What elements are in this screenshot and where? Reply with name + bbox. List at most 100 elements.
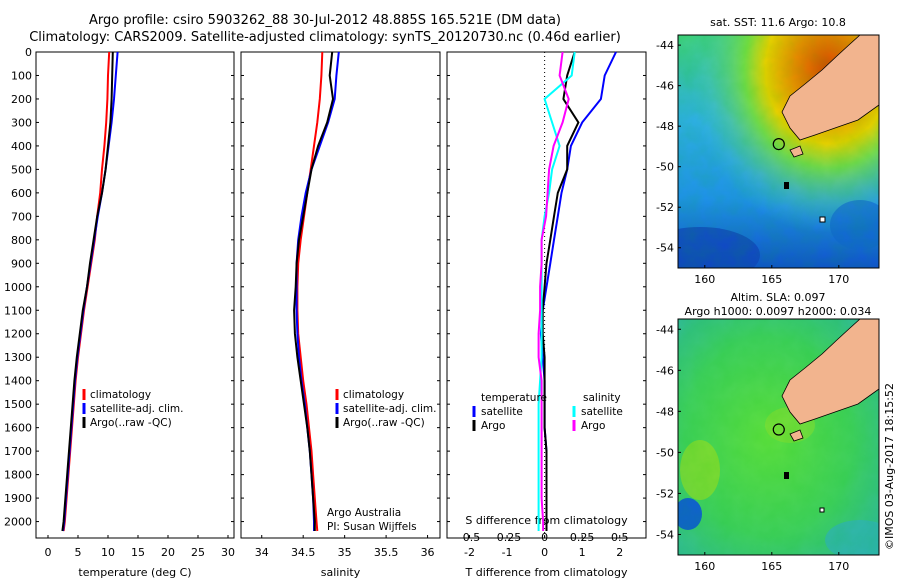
depth-tick-label: 1600	[4, 422, 32, 435]
sla-map-title: Altim. SLA: 0.097	[730, 291, 825, 304]
sla-land-south-island	[781, 319, 879, 425]
x-tick-label: 10	[101, 546, 115, 559]
sst-island-campbell	[819, 216, 826, 223]
map-y-tick-label: -48	[656, 405, 674, 418]
x-tick-label: 35	[338, 546, 352, 559]
map-axes-ticks: 160 165 170 -44 -46 -48 -50 -52 -54 160 165 170 -44 -…	[656, 39, 849, 573]
legend-label: Argo	[581, 420, 605, 432]
sla-map-subtitle: Argo h1000: 0.0097 h2000: 0.034	[685, 305, 872, 318]
sst-island-auckland	[784, 182, 789, 189]
depth-tick-label: 1800	[4, 469, 32, 482]
x-tick-label: 0	[541, 546, 548, 559]
x-tick-label: 5	[75, 546, 82, 559]
depth-tick-label: 900	[11, 257, 32, 270]
map-x-tick-label: 165	[761, 273, 782, 286]
top-x-tick-label: 0.5	[611, 531, 629, 544]
map-y-tick-label: -44	[656, 39, 674, 52]
sst-map-frame	[677, 34, 880, 269]
sla-map	[678, 319, 879, 555]
legend-title-temperature: temperature	[481, 392, 547, 404]
sst-map	[678, 35, 879, 268]
series-line-satellite	[537, 51, 576, 531]
depth-tick-label: 700	[11, 210, 32, 223]
map-y-tick-label: -50	[656, 446, 674, 459]
sla-island-auckland	[784, 472, 789, 479]
series-line-argo---raw--qc-	[293, 51, 335, 531]
profile-panel-3: -2 -1 0 1 2 T difference from climatology -0.5…	[446, 51, 647, 579]
x-tick-label: 34	[255, 546, 269, 559]
depth-tick-label: 1200	[4, 328, 32, 341]
legend-label: Argo(..raw -QC)	[343, 417, 425, 429]
x-tick-label: 35.5	[374, 546, 399, 559]
annotation-text: PI: Susan Wijffels	[327, 521, 417, 533]
legend-label: satellite	[581, 406, 623, 418]
x-tick-label: -2	[464, 546, 475, 559]
top-x-tick-label: -0.5	[459, 531, 480, 544]
map-x-tick-label: 165	[761, 560, 782, 573]
profile-panels: 0100200300400500600700800900100011001200…	[4, 46, 647, 579]
x-tick-label: -1	[502, 546, 513, 559]
imos-stamp: ©IMOS 03-Aug-2017 18:15:52	[883, 383, 896, 550]
map-x-tick-label: 170	[828, 560, 849, 573]
map-y-tick-label: -46	[656, 80, 674, 93]
depth-tick-label: 1100	[4, 304, 32, 317]
x-tick-label: 1	[579, 546, 586, 559]
map-y-tick-label: -54	[656, 242, 674, 255]
map-y-tick-label: -52	[656, 487, 674, 500]
top-x-tick-label: -0.25	[493, 531, 521, 544]
x-tick-label: 2	[616, 546, 623, 559]
depth-tick-label: 2000	[4, 516, 32, 529]
x-tick-label: 20	[161, 546, 175, 559]
depth-tick-label: 1900	[4, 492, 32, 505]
sst-map-title: sat. SST: 11.6 Argo: 10.8	[710, 16, 846, 29]
depth-tick-label: 500	[11, 163, 32, 176]
sla-island-campbell	[819, 507, 825, 513]
legend-label: climatology	[343, 389, 404, 401]
legend-label: satellite	[481, 406, 523, 418]
depth-tick-label: 800	[11, 234, 32, 247]
depth-tick-label: 1700	[4, 445, 32, 458]
depth-tick-label: 200	[11, 93, 32, 106]
legend-label: satellite-adj. clim.	[343, 403, 436, 415]
map-y-tick-label: -48	[656, 120, 674, 133]
legend-label: satellite-adj. clim.	[90, 403, 183, 415]
map-x-tick-label: 160	[694, 273, 715, 286]
legend-label: Argo	[481, 420, 505, 432]
top-x-tick-label: 0.25	[570, 531, 595, 544]
depth-tick-label: 1300	[4, 351, 32, 364]
depth-tick-label: 300	[11, 116, 32, 129]
profile-panel-2: 34 34.5 35 35.5 36 salinity climatology satelli…	[240, 51, 441, 579]
series-line-argo---raw--qc-	[61, 51, 114, 532]
map-y-tick-label: -54	[656, 528, 674, 541]
map-y-tick-label: -52	[656, 201, 674, 214]
depth-tick-label: 1400	[4, 375, 32, 388]
series-line-argo	[541, 51, 580, 531]
x-tick-label: 34.5	[291, 546, 316, 559]
x-axis-label: temperature (deg C)	[78, 566, 191, 579]
map-y-tick-label: -46	[656, 364, 674, 377]
sst-land-stewart-island	[789, 145, 804, 158]
x-tick-label: 0	[45, 546, 52, 559]
depth-tick-label: 400	[11, 140, 32, 153]
map-x-tick-label: 170	[828, 273, 849, 286]
depth-tick-label: 1000	[4, 281, 32, 294]
annotation-text: Argo Australia	[327, 507, 401, 519]
sla-argo-position-marker	[772, 423, 785, 436]
legend-title-salinity: salinity	[583, 392, 621, 404]
map-x-tick-label: 160	[694, 560, 715, 573]
depth-tick-label: 1500	[4, 398, 32, 411]
figure-title-line2: Climatology: CARS2009. Satellite-adjuste…	[29, 30, 621, 45]
sla-map-frame	[677, 318, 880, 556]
x-tick-label: 36	[421, 546, 435, 559]
legend-label: climatology	[90, 389, 151, 401]
panel-frame	[240, 51, 441, 539]
map-y-tick-label: -50	[656, 161, 674, 174]
x-tick-label: 15	[131, 546, 145, 559]
panel-frame	[35, 51, 235, 539]
legend-label: Argo(..raw -QC)	[90, 417, 172, 429]
sla-land-stewart-island	[789, 429, 804, 442]
depth-tick-label: 0	[25, 46, 32, 59]
figure-title-line1: Argo profile: csiro 5903262_88 30-Jul-20…	[89, 13, 561, 28]
series-line-argo	[537, 51, 570, 531]
x-axis-label: T difference from climatology	[465, 566, 628, 579]
